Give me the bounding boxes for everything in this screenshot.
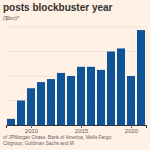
note-line: of JPMorgan Chase, Bank of America, Well… <box>3 135 113 140</box>
bar <box>27 88 35 125</box>
x-tick: 2020 <box>125 125 139 134</box>
bar <box>7 119 15 125</box>
plot-area <box>7 30 145 125</box>
note: of JPMorgan Chase, Bank of America, Well… <box>3 135 113 146</box>
x-tick: 2010 <box>25 125 39 134</box>
x-tick: 2015 <box>75 125 89 134</box>
bar <box>37 82 45 125</box>
bar <box>117 48 125 125</box>
y-axis-line <box>146 28 147 126</box>
bar <box>97 70 105 125</box>
bar <box>47 79 55 125</box>
subtitle: ($bn)* <box>3 15 20 21</box>
grid-line <box>6 27 146 28</box>
bar <box>77 67 85 125</box>
x-tick-label: 2010 <box>25 128 39 134</box>
note-line: Citigroup, Goldman Sachs and M <box>3 141 74 146</box>
bar <box>87 67 95 125</box>
y-axis <box>146 28 148 126</box>
bar <box>107 52 115 126</box>
grid <box>6 27 146 125</box>
bar <box>67 76 75 125</box>
x-axis: 2010 2015 2020 <box>7 125 147 134</box>
x-tick-label: 2015 <box>75 128 89 134</box>
bar <box>57 73 65 125</box>
title: posts blockbuster year <box>3 2 113 13</box>
chart: posts blockbuster year ($bn)* 2010 2015 2020… <box>0 0 150 150</box>
bar <box>17 101 25 126</box>
bar <box>127 76 135 125</box>
x-tick-label: 2020 <box>125 128 139 134</box>
bar <box>137 30 145 125</box>
